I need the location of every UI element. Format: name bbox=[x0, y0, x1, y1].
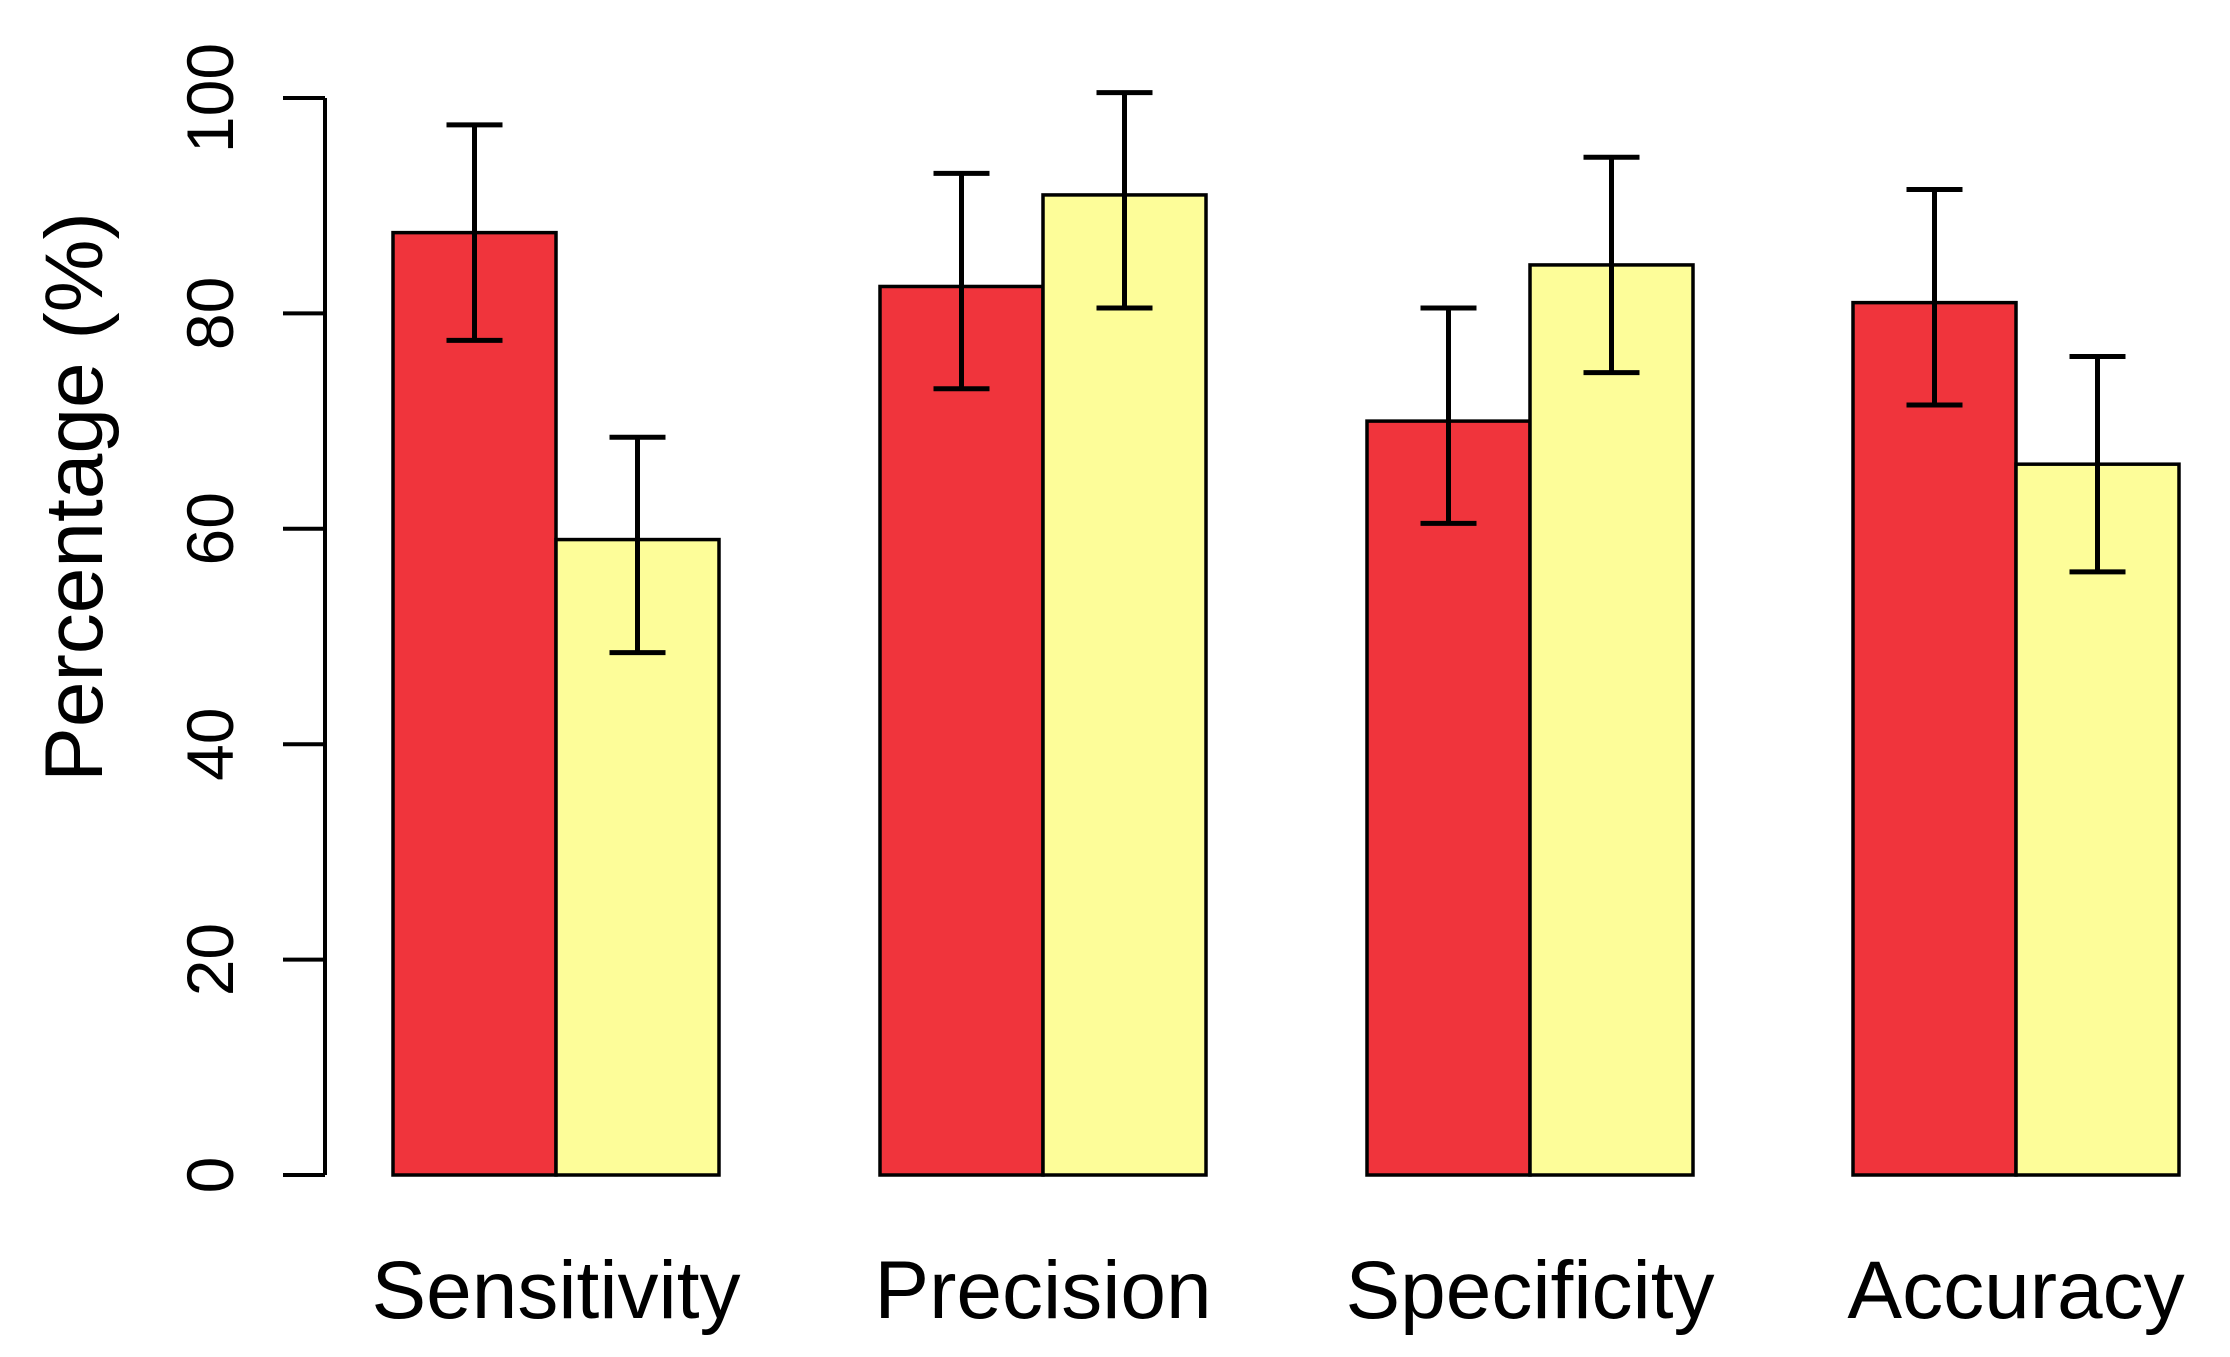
y-tick-label: 80 bbox=[173, 277, 247, 350]
error-bars bbox=[446, 90, 2126, 656]
category-labels: Sensitivity Precision Specificity Accuracy bbox=[371, 1245, 2184, 1336]
y-tick-label: 60 bbox=[173, 492, 247, 565]
category-label-specificity: Specificity bbox=[1345, 1245, 1714, 1336]
bar-specificity-series-2 bbox=[1528, 263, 1695, 1177]
bar-precision-series-2 bbox=[1041, 193, 1208, 1177]
bars bbox=[391, 193, 2181, 1177]
category-label-sensitivity: Sensitivity bbox=[371, 1245, 740, 1336]
bar-specificity-series-1 bbox=[1365, 419, 1532, 1177]
y-tick-label: 100 bbox=[173, 43, 247, 153]
y-tick-label: 40 bbox=[173, 707, 247, 780]
bar-accuracy-series-2 bbox=[2014, 462, 2181, 1177]
y-axis-title: Percentage (%) bbox=[29, 212, 120, 782]
bar-accuracy-series-1 bbox=[1851, 300, 2018, 1177]
category-label-precision: Precision bbox=[874, 1245, 1211, 1336]
y-tick-label: 0 bbox=[173, 1157, 247, 1194]
bar-precision-series-1 bbox=[878, 284, 1045, 1177]
y-tick-label: 20 bbox=[173, 923, 247, 996]
bar-sensitivity-series-1 bbox=[391, 230, 558, 1177]
category-label-accuracy: Accuracy bbox=[1847, 1245, 2184, 1336]
y-axis: 0 20 40 60 80 100 bbox=[173, 43, 327, 1194]
